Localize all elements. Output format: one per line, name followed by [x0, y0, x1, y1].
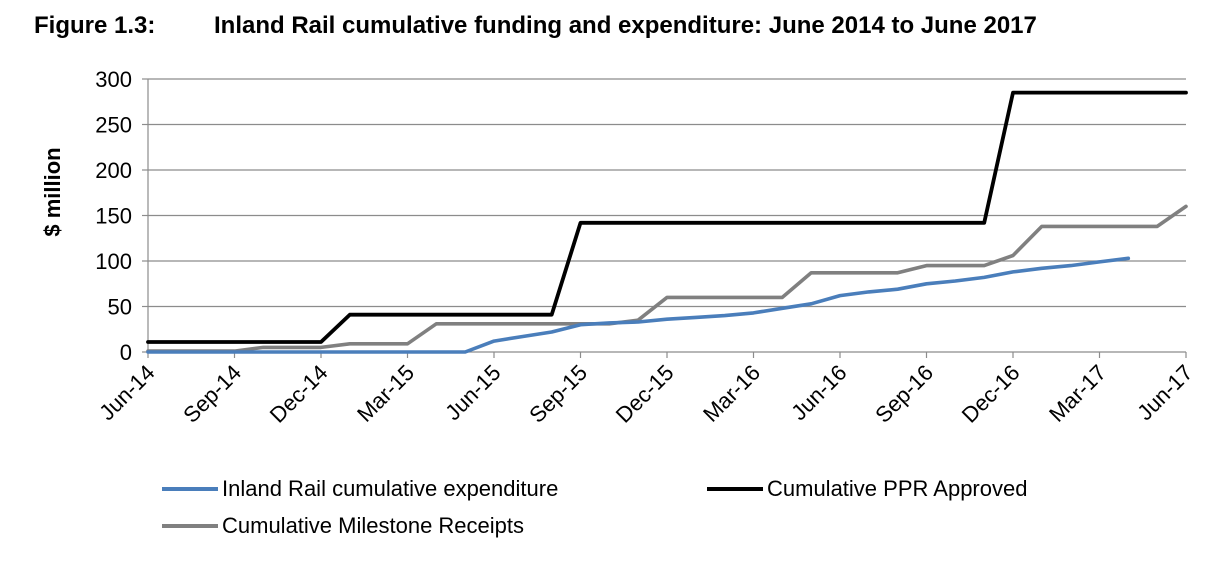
x-tick-label: Sep-14 — [178, 360, 246, 428]
y-tick-label: 250 — [95, 113, 132, 138]
y-tick-labels: 0 50 100 150 200 250 300 — [95, 67, 132, 365]
x-tick-label: Sep-16 — [870, 360, 938, 428]
series-line-expenditure — [146, 256, 1131, 354]
y-tick-label: 100 — [95, 249, 132, 274]
x-tick-label: Dec-16 — [957, 360, 1025, 428]
legend-label-ppr: Cumulative PPR Approved — [767, 476, 1028, 501]
legend-swatch-milestone — [162, 524, 218, 528]
x-tick-label: Dec-14 — [265, 360, 333, 428]
axes — [142, 78, 1187, 358]
y-tick-label: 0 — [120, 340, 132, 365]
x-tick-label: Mar-15 — [352, 360, 419, 427]
x-tick-labels: Jun-14 Sep-14 Dec-14 Mar-15 Jun-15 Sep-15 Dec-… — [94, 360, 1197, 428]
legend-item-milestone: Cumulative Milestone Receipts — [162, 513, 524, 539]
grid-lines — [148, 78, 1186, 308]
legend-item-expenditure: Inland Rail cumulative expenditure — [162, 476, 558, 502]
y-tick-label: 50 — [108, 295, 132, 320]
x-tick-label: Dec-15 — [611, 360, 679, 428]
y-tick-label: 300 — [95, 67, 132, 92]
series-lines — [146, 90, 1188, 354]
figure-title: Figure 1.3: Inland Rail cumulative fundin… — [34, 12, 1037, 40]
x-tick-label: Jun-15 — [440, 360, 505, 425]
legend-swatch-ppr — [707, 487, 763, 491]
x-tick-label: Jun-16 — [786, 360, 851, 425]
y-tick-label: 150 — [95, 204, 132, 229]
series-line-ppr-approved — [146, 90, 1188, 344]
legend-swatch-expenditure — [162, 487, 218, 491]
x-tick-label: Sep-15 — [524, 360, 592, 428]
y-axis-title: $ million — [40, 147, 65, 236]
x-tick-label: Mar-16 — [698, 360, 765, 427]
chart-title: Inland Rail cumulative funding and expen… — [214, 12, 1037, 39]
series-line-milestone-receipts — [146, 204, 1188, 353]
figure-number: Figure 1.3: — [34, 12, 156, 39]
legend-item-ppr: Cumulative PPR Approved — [707, 476, 1027, 502]
legend-label-milestone: Cumulative Milestone Receipts — [222, 513, 525, 538]
x-tick-label: Jun-17 — [1132, 360, 1197, 425]
y-tick-label: 200 — [95, 158, 132, 183]
x-tick-label: Mar-17 — [1044, 360, 1111, 427]
legend-label-expenditure: Inland Rail cumulative expenditure — [222, 476, 559, 501]
x-tick-label: Jun-14 — [94, 360, 159, 425]
